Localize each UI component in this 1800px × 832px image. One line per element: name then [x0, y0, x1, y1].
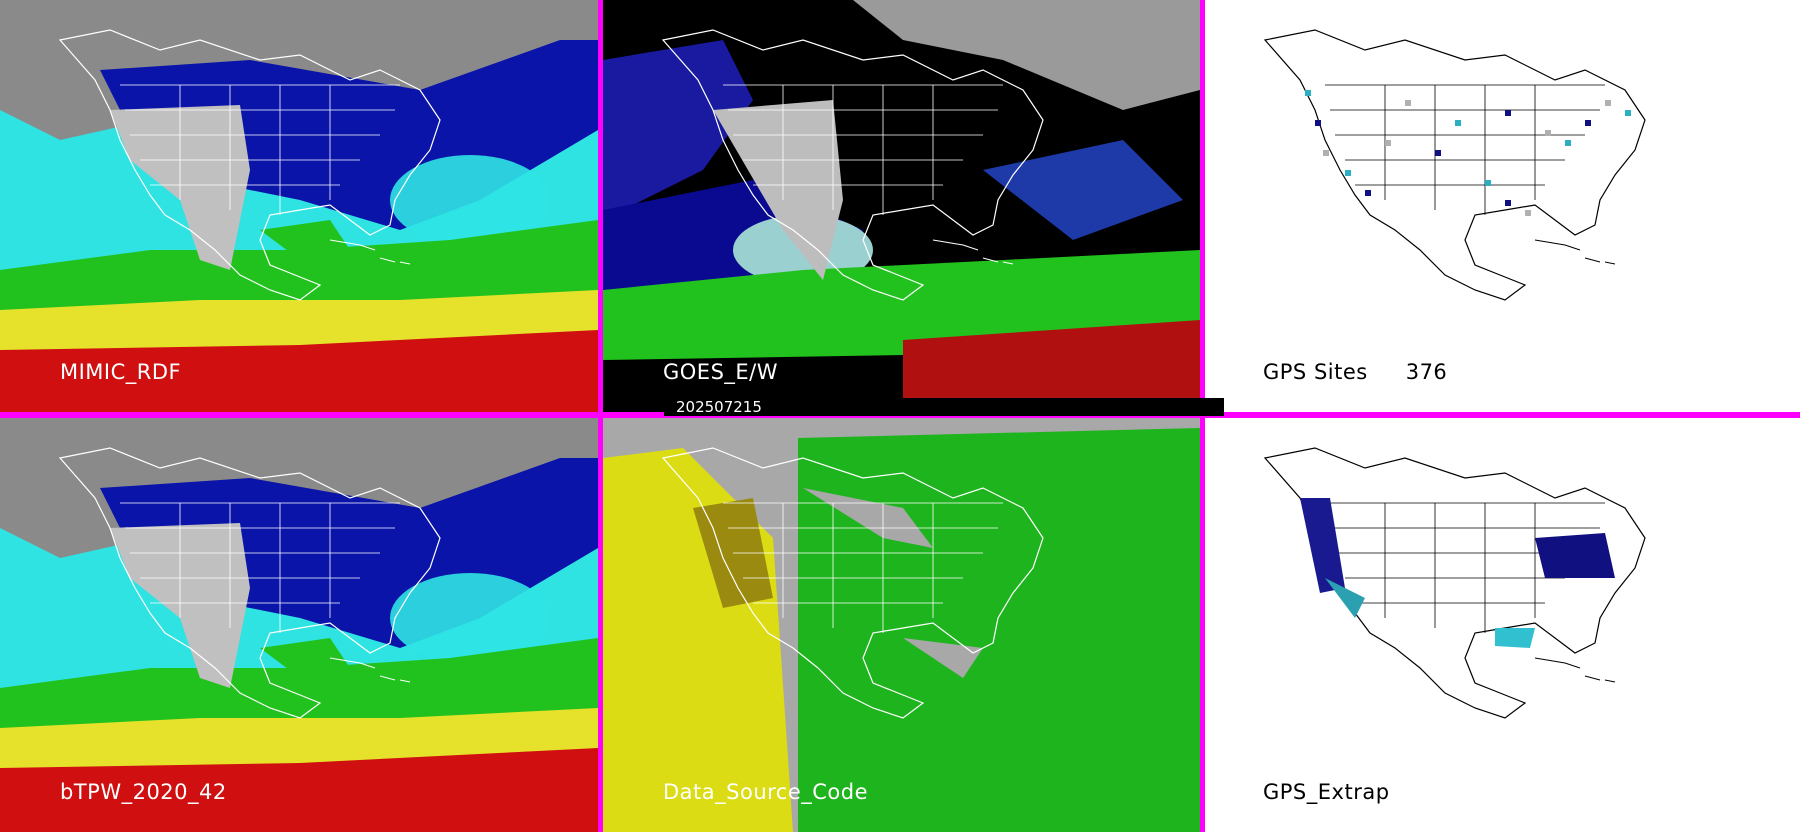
source-map-image: [603, 418, 1200, 832]
panel-label: GOES_E/W: [663, 360, 779, 384]
gps-sites-count: 376: [1405, 360, 1448, 384]
timestamp-bar: 202507215: [664, 398, 1224, 416]
panel-label: MIMIC_RDF: [60, 360, 182, 384]
gps-sites-map-image: [1205, 0, 1800, 412]
panel-goes-ew: GOES_E/W: [603, 0, 1200, 412]
panel-data-source-code: Data_Source_Code: [603, 418, 1200, 832]
goes-map-image: [603, 0, 1200, 412]
tpw-map-image: [0, 418, 598, 832]
panel-label: GPS Sites 376: [1263, 360, 1447, 384]
panel-label: bTPW_2020_42: [60, 780, 227, 804]
panel-label: GPS_Extrap: [1263, 780, 1390, 804]
panel-gps-sites: GPS Sites 376: [1205, 0, 1800, 412]
panel-btpw: bTPW_2020_42: [0, 418, 598, 832]
tpw-map-image: [0, 0, 598, 412]
gps-extrap-map-image: [1205, 418, 1800, 832]
panel-label: Data_Source_Code: [663, 780, 869, 804]
panel-mimic-rdf: MIMIC_RDF: [0, 0, 598, 412]
timestamp: 202507215: [676, 398, 762, 416]
gps-sites-title: GPS Sites: [1263, 360, 1368, 384]
panel-gps-extrap: GPS_Extrap: [1205, 418, 1800, 832]
